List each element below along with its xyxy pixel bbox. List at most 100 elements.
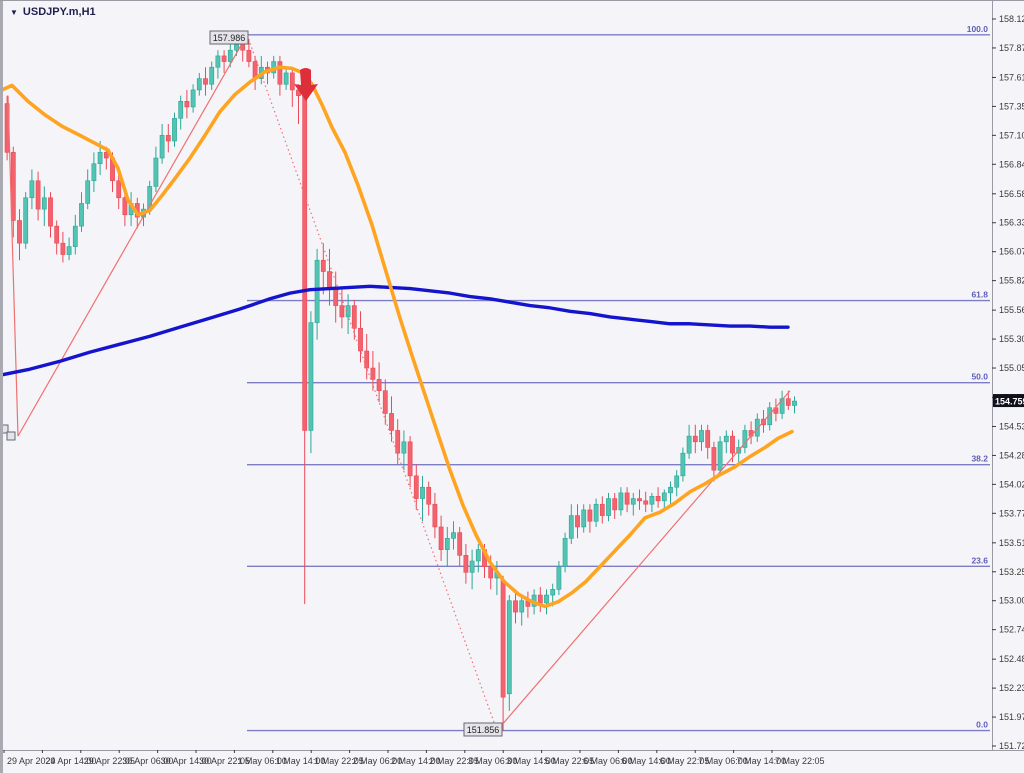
- chevron-down-icon[interactable]: ▼: [10, 7, 18, 17]
- candle: [699, 424, 704, 451]
- candle-body: [283, 72, 289, 85]
- candle-body: [699, 430, 704, 443]
- ma-fast-line: [0, 65, 794, 609]
- candle: [754, 413, 760, 442]
- candle-body: [370, 367, 376, 380]
- time-tick-label: 5 May 22:05: [545, 756, 595, 766]
- symbol-title: ▼ USDJPY.m,H1: [10, 6, 96, 18]
- candle: [72, 214, 78, 255]
- fib-level-label: 61.8: [971, 290, 988, 300]
- candle-body: [116, 180, 122, 199]
- price-tick-label: 153.255: [999, 567, 1024, 577]
- swing-low-label-text: 151.856: [467, 725, 500, 735]
- candle: [575, 504, 580, 539]
- candle: [41, 186, 47, 227]
- price-tick-label: 155.820: [999, 276, 1024, 286]
- price-axis[interactable]: [992, 18, 996, 747]
- candle: [314, 248, 320, 340]
- candle-body: [686, 435, 692, 454]
- trendline-solid[interactable]: [496, 390, 791, 731]
- candle: [723, 430, 729, 454]
- candle-body: [172, 118, 177, 142]
- price-tick-label: 153.000: [999, 596, 1024, 606]
- candle: [612, 492, 618, 519]
- ma-slow-line: [0, 284, 790, 377]
- time-axis[interactable]: [3, 750, 773, 753]
- candle: [221, 50, 227, 73]
- candle-body: [568, 515, 574, 539]
- candle-body: [444, 537, 450, 550]
- price-tick-label: 157.355: [999, 101, 1024, 111]
- candle-body: [779, 398, 785, 414]
- candle: [289, 67, 295, 107]
- candle-body: [227, 49, 233, 62]
- candle-body: [29, 180, 35, 199]
- zigzag-trendlines[interactable]: [0, 34, 791, 731]
- candle: [184, 89, 190, 119]
- trendline-dotted[interactable]: [246, 34, 498, 731]
- trendline-anchor-handle[interactable]: [0, 424, 9, 434]
- candle-body: [289, 72, 295, 91]
- swing-low-label-box: [463, 722, 503, 737]
- candle-body: [23, 197, 29, 244]
- candle-body: [432, 503, 438, 528]
- candle: [203, 67, 208, 96]
- price-tick-label: 157.870: [999, 43, 1024, 53]
- candle: [85, 169, 91, 210]
- candle: [556, 560, 562, 596]
- candle: [779, 390, 785, 420]
- candle: [457, 526, 463, 567]
- candle-body: [277, 61, 283, 85]
- candle-body: [754, 418, 760, 437]
- candle-body: [376, 379, 382, 392]
- candle-body: [79, 203, 84, 227]
- candle: [643, 491, 649, 513]
- candle-body: [513, 600, 518, 613]
- time-tick-label: 30 Apr 06:00: [122, 756, 173, 766]
- arrow-down-icon[interactable]: [294, 68, 318, 101]
- candle: [624, 487, 630, 513]
- candle-body: [475, 549, 481, 562]
- candle-body: [327, 271, 332, 289]
- candle: [785, 390, 791, 411]
- candle-body: [692, 435, 698, 443]
- candle: [308, 311, 314, 454]
- candle: [79, 192, 84, 232]
- candle-body: [420, 486, 425, 499]
- current-price-text: 154.759: [995, 397, 1024, 407]
- time-tick-label: 29 Apr 14:00: [45, 756, 96, 766]
- time-tick-label: 6 May 22:05: [660, 756, 710, 766]
- chart-plot-area[interactable]: [0, 0, 992, 750]
- candle-body: [792, 400, 797, 406]
- candle: [420, 475, 425, 522]
- candle: [364, 333, 370, 380]
- candle: [389, 396, 394, 442]
- candle-body: [674, 475, 680, 488]
- trendline-solid[interactable]: [7, 95, 19, 437]
- trendline-solid[interactable]: [17, 34, 248, 437]
- price-tick-label: 158.125: [999, 14, 1024, 24]
- candle: [513, 589, 518, 624]
- candle-body: [488, 566, 494, 579]
- candle-body: [637, 498, 642, 502]
- fib-level-label: 38.2: [971, 454, 988, 464]
- fib-level-label: 0.0: [976, 720, 988, 730]
- candle-body: [215, 55, 221, 68]
- candle-body: [190, 89, 196, 108]
- candle: [680, 447, 686, 482]
- candle: [196, 72, 202, 96]
- candle-body: [655, 495, 661, 502]
- fib-retracement[interactable]: [247, 34, 990, 732]
- candle-body: [556, 566, 562, 590]
- candle-body: [730, 435, 735, 454]
- trendline-anchor-handle[interactable]: [6, 431, 16, 441]
- candle-body: [320, 259, 326, 272]
- candle: [215, 50, 221, 79]
- candle-body: [413, 475, 419, 499]
- candle: [358, 311, 363, 363]
- candle: [122, 192, 128, 227]
- candle-body: [630, 498, 636, 505]
- candle: [190, 84, 196, 113]
- candle-body: [457, 532, 463, 556]
